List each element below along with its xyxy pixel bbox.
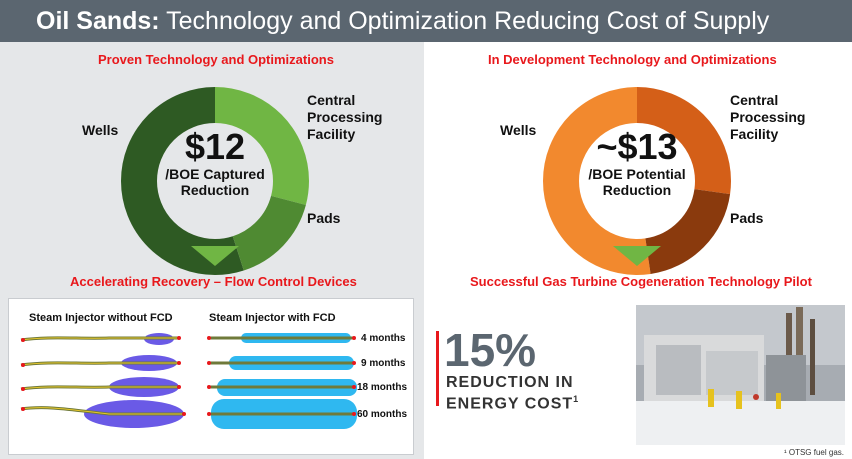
proven-down-arrow-icon	[191, 246, 239, 266]
development-label-cpf-line3: Facility	[730, 126, 779, 142]
development-donut-chart	[543, 87, 731, 275]
fcd-plume-illustration	[20, 333, 357, 429]
proven-donut-chart	[121, 87, 309, 275]
development-center: ~$13 /BOE Potential Reduction	[577, 126, 697, 199]
cogeneration-title: Successful Gas Turbine Cogeneration Tech…	[470, 274, 812, 289]
fcd-month-4: 4 months	[361, 333, 406, 344]
fcd-month-18: 18 months	[357, 382, 408, 393]
stat-line2: ENERGY COST1	[446, 391, 578, 412]
proven-center-value: $12	[184, 126, 246, 167]
title-rest: Technology and Optimization Reducing Cos…	[166, 7, 770, 35]
development-center-line1: /BOE Potential	[588, 166, 686, 182]
development-label-wells: Wells	[500, 122, 537, 138]
proven-title: Proven Technology and Optimizations	[98, 52, 334, 67]
fcd-row-4-months	[20, 333, 356, 345]
proven-center: $12 /BOE Captured Reduction	[155, 126, 275, 199]
proven-center-line2: Reduction	[180, 182, 250, 198]
proven-label-cpf-line3: Facility	[307, 126, 356, 142]
development-label-cpf-line1: Central	[730, 92, 779, 108]
stat-accent-bar	[436, 331, 439, 406]
development-segment-cpf	[543, 87, 731, 275]
fcd-title: Accelerating Recovery – Flow Control Dev…	[70, 274, 357, 289]
development-center-value: ~$13	[596, 126, 678, 167]
page-title: Oil Sands: Technology and Optimization R…	[0, 0, 852, 42]
stat-line2-text: ENERGY COST	[446, 395, 574, 413]
title-strong: Oil Sands:	[36, 7, 160, 35]
development-center-line2: Reduction	[602, 182, 672, 198]
proven-label-cpf-line2: Processing	[307, 109, 383, 125]
stat-footnote-ref: 1	[573, 394, 579, 404]
fcd-row-9-months	[20, 355, 356, 371]
development-label-cpf: Central Processing Facility	[730, 92, 805, 143]
proven-segment-cpf	[121, 87, 309, 275]
development-down-arrow-icon	[613, 246, 661, 266]
fcd-with-label: Steam Injector with FCD	[209, 312, 336, 324]
proven-label-cpf-line1: Central	[307, 92, 356, 108]
footnote: ¹ OTSG fuel gas.	[783, 448, 844, 457]
stat-percent: 15%	[444, 324, 537, 376]
proven-center-line1: /BOE Captured	[165, 166, 265, 182]
proven-label-wells: Wells	[82, 122, 119, 138]
fcd-row-18-months	[20, 377, 357, 397]
fcd-month-60: 60 months	[357, 409, 408, 420]
stat-line1: REDUCTION IN	[446, 374, 574, 391]
fcd-diagram: Steam Injector without FCD Steam Injecto…	[8, 298, 414, 455]
proven-label-pads: Pads	[307, 210, 341, 226]
cogeneration-plant-photo	[636, 305, 845, 445]
development-label-cpf-line2: Processing	[730, 109, 806, 125]
development-label-pads: Pads	[730, 210, 764, 226]
development-title: In Development Technology and Optimizati…	[488, 52, 777, 67]
proven-label-cpf: Central Processing Facility	[307, 92, 382, 143]
fcd-without-label: Steam Injector without FCD	[29, 312, 173, 324]
fcd-month-9: 9 months	[361, 358, 406, 369]
fcd-row-60-months	[20, 399, 357, 429]
